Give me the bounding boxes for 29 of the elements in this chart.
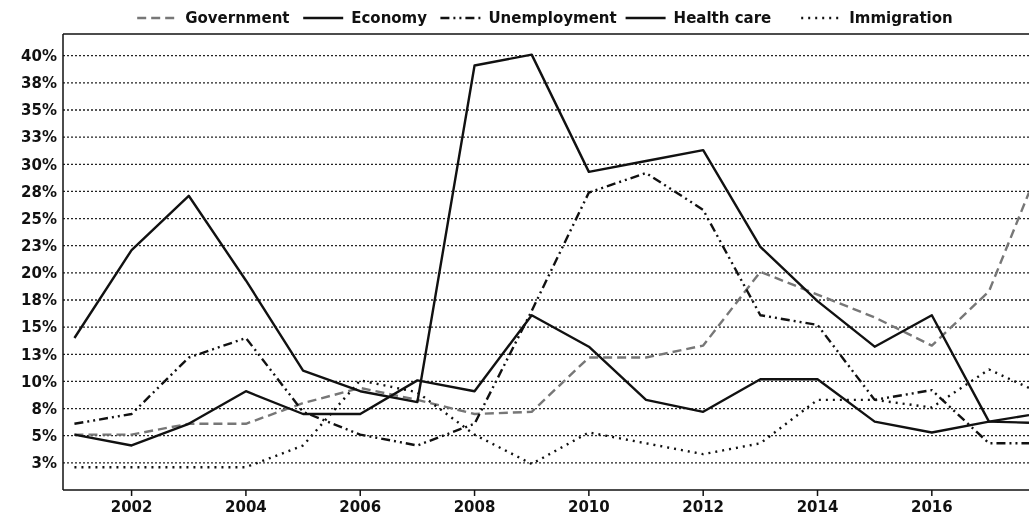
y-tick-label: 33% [21,128,57,147]
x-tick-label: 2006 [339,498,382,516]
legend-label: Unemployment [488,9,617,28]
y-tick-label: 38% [21,74,57,93]
y-tick-label: 5% [31,426,57,445]
y-tick-label: 13% [21,345,57,364]
y-tick-label: 15% [21,318,57,337]
y-tick-label: 3% [31,454,57,473]
x-tick-label: 2008 [453,498,496,516]
y-tick-label: 30% [21,155,57,174]
x-tick-label: 2002 [110,498,153,516]
x-tick-label: 2014 [796,498,839,516]
y-tick-label: 23% [21,236,57,255]
y-tick-label: 8% [31,399,57,418]
legend-label: Immigration [849,9,953,28]
y-tick-label: 25% [21,209,57,228]
x-tick-label: 2010 [567,498,610,516]
x-tick-label: 2012 [682,498,725,516]
y-tick-label: 18% [21,291,57,310]
y-tick-label: 20% [21,264,57,283]
x-tick-label: 2016 [910,498,953,516]
legend-label: Economy [351,9,428,28]
y-tick-label: 10% [21,372,57,391]
y-tick-label: 40% [21,46,57,65]
y-tick-label: 35% [21,101,57,120]
x-tick-label: 2004 [225,498,267,516]
legend-label: Health care [673,9,772,28]
legend-label: Government [185,9,290,28]
y-tick-label: 28% [21,182,57,201]
